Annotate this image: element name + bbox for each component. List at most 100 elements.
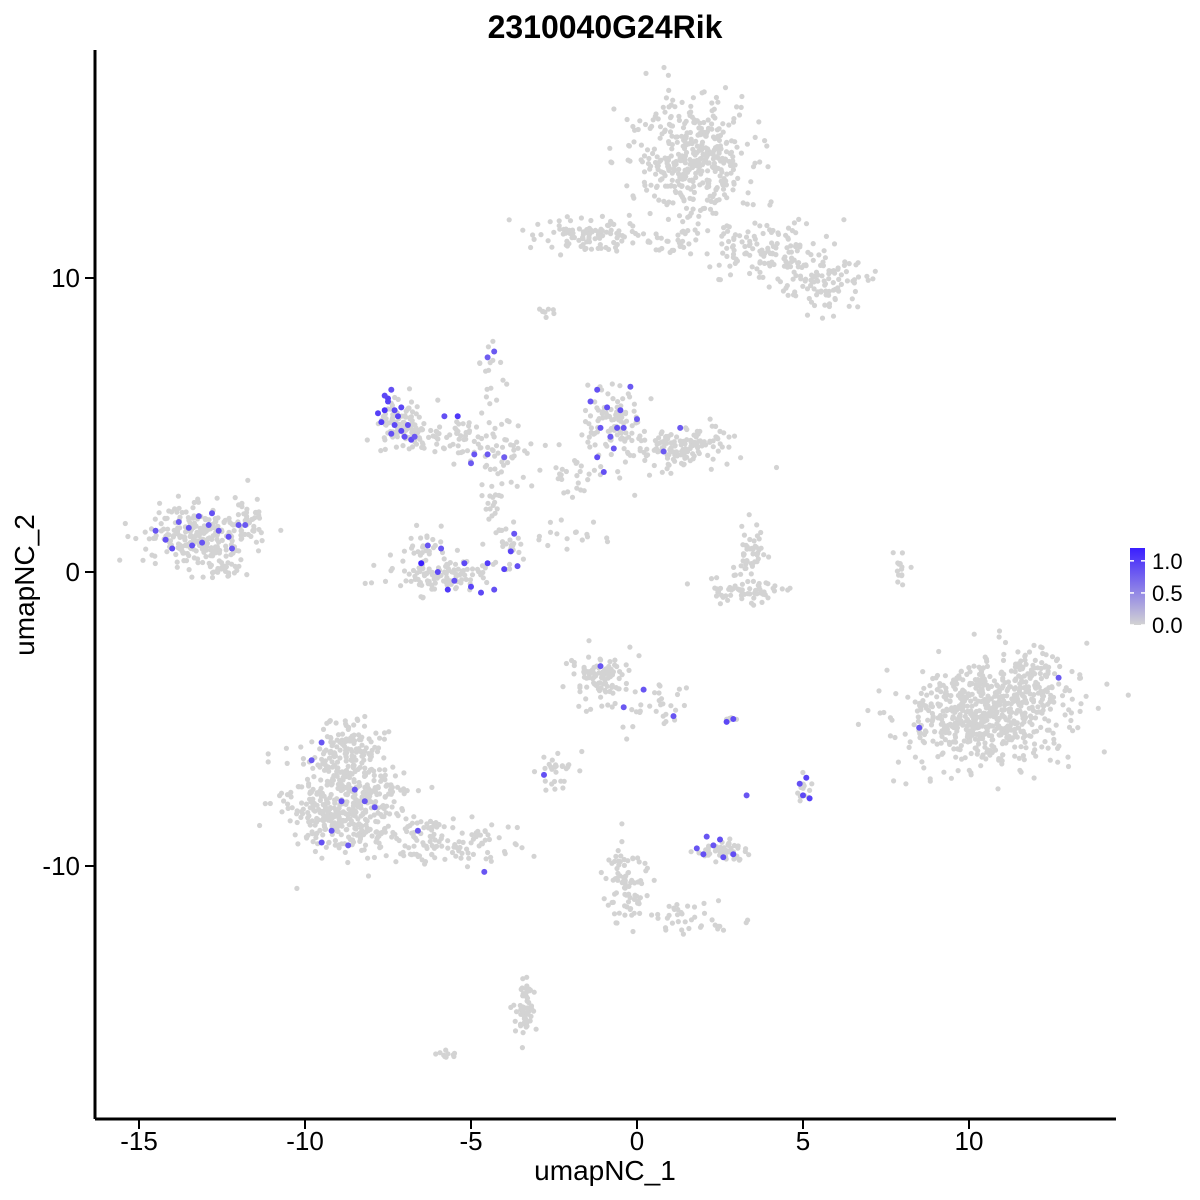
- cell-point: [389, 784, 395, 790]
- cell-point: [670, 97, 676, 103]
- cell-point: [710, 156, 717, 162]
- cell-point: [1000, 740, 1006, 746]
- cell-point: [726, 238, 732, 245]
- cell-point: [750, 551, 756, 557]
- cell-point: [164, 549, 170, 555]
- cell-point: [747, 536, 753, 543]
- cell-point: [1068, 710, 1074, 716]
- cell-point: [1033, 753, 1039, 759]
- cell-point: [690, 196, 696, 202]
- cell-point: [938, 740, 944, 746]
- cell-point: [719, 444, 725, 450]
- cell-point: [340, 817, 346, 823]
- cell-point: [480, 569, 486, 576]
- cell-point: [503, 526, 509, 532]
- expressing-cell-point: [414, 827, 421, 834]
- cell-point: [928, 701, 934, 707]
- cell-point: [175, 493, 181, 499]
- expressing-cell-point: [471, 451, 478, 458]
- cell-point: [559, 763, 566, 769]
- cell-point: [346, 822, 352, 828]
- cell-point: [1026, 649, 1033, 655]
- cell-point: [950, 715, 956, 722]
- cell-point: [664, 455, 671, 461]
- cell-point: [379, 804, 385, 810]
- cell-point: [661, 170, 667, 176]
- cell-point: [1006, 709, 1013, 715]
- cell-point: [353, 826, 359, 832]
- cell-point: [659, 469, 665, 475]
- cell-point: [578, 463, 584, 469]
- cell-point: [622, 438, 628, 444]
- cell-point: [203, 554, 209, 560]
- cell-point: [793, 273, 799, 279]
- cell-point: [490, 338, 496, 344]
- cell-point: [726, 444, 732, 450]
- cell-point: [852, 288, 859, 295]
- cell-point: [452, 425, 458, 431]
- cell-point: [607, 145, 613, 151]
- cell-point: [310, 839, 316, 845]
- cell-point: [750, 202, 756, 208]
- cell-point: [1004, 688, 1010, 694]
- cell-point: [198, 526, 205, 533]
- cell-point: [921, 765, 927, 771]
- cell-point: [685, 185, 691, 191]
- cell-point: [1022, 657, 1028, 663]
- cell-point: [386, 729, 392, 735]
- cell-point: [368, 754, 374, 760]
- cell-point: [732, 260, 738, 266]
- cell-point: [175, 541, 182, 547]
- cell-point: [1006, 733, 1012, 739]
- cell-point: [716, 197, 722, 203]
- cell-point: [545, 238, 551, 244]
- cell-point: [625, 869, 632, 876]
- cell-point: [558, 517, 564, 523]
- cell-point: [712, 164, 718, 170]
- expressing-cell-point: [670, 713, 677, 720]
- cell-point: [688, 210, 694, 216]
- cell-point: [1031, 729, 1037, 735]
- cell-point: [592, 236, 598, 242]
- cell-point: [337, 777, 343, 783]
- cell-point: [520, 1030, 526, 1036]
- cell-point: [571, 671, 577, 677]
- cell-point: [1022, 716, 1028, 722]
- cell-point: [445, 567, 452, 574]
- cell-point: [744, 558, 750, 565]
- expressing-cell-point: [478, 589, 484, 596]
- cell-point: [295, 841, 301, 847]
- cell-point: [1053, 722, 1059, 728]
- cell-point: [432, 449, 438, 455]
- cell-point: [584, 684, 590, 690]
- cell-point: [671, 160, 677, 166]
- expressing-cell-point: [491, 586, 498, 593]
- cell-point: [1022, 739, 1028, 745]
- cell-point: [468, 840, 474, 846]
- cell-point: [669, 133, 675, 139]
- cell-point: [751, 233, 757, 239]
- cell-point: [629, 430, 635, 436]
- cell-point: [672, 443, 678, 449]
- cell-point: [697, 130, 703, 136]
- cell-point: [941, 769, 947, 775]
- cell-point: [647, 210, 653, 217]
- cell-point: [622, 912, 628, 918]
- cell-point: [586, 638, 592, 644]
- cell-point: [810, 257, 816, 263]
- cell-point: [156, 510, 162, 516]
- cell-point: [613, 853, 619, 860]
- cell-point: [761, 260, 768, 266]
- cell-point: [738, 150, 745, 156]
- cell-point: [741, 552, 747, 558]
- cell-point: [605, 702, 611, 708]
- cell-point: [365, 855, 371, 861]
- cell-point: [438, 835, 444, 842]
- cell-point: [644, 187, 650, 193]
- cell-point: [716, 149, 722, 156]
- cell-point: [751, 602, 757, 608]
- cell-point: [425, 581, 431, 587]
- cell-point: [602, 677, 608, 683]
- cell-point: [351, 802, 357, 808]
- cell-point: [441, 824, 447, 830]
